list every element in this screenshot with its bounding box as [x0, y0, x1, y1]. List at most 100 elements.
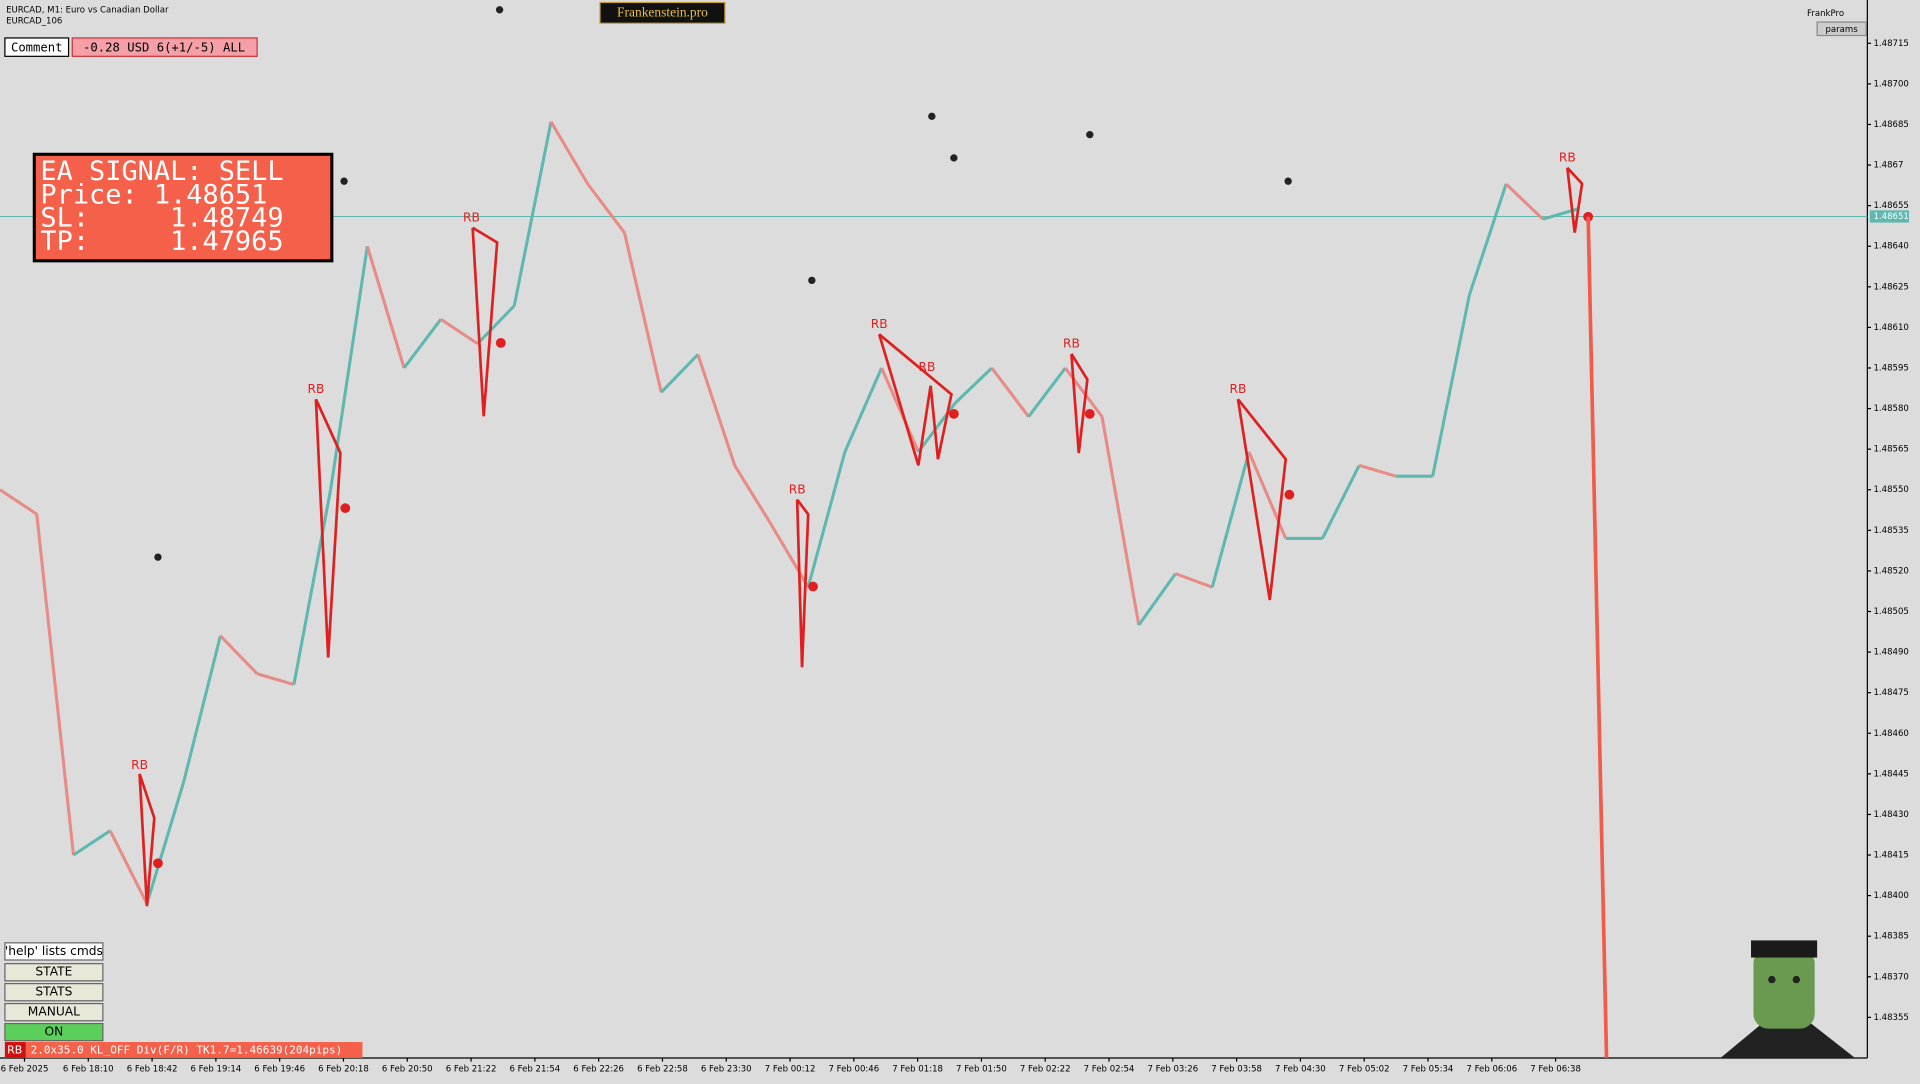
command-button-label[interactable]: STATS: [35, 985, 72, 999]
price-segment: [1467, 183, 1508, 296]
price-segment: [108, 829, 149, 905]
x-tick-label: 7 Feb 04:30: [1275, 1064, 1326, 1074]
command-button[interactable]: [4, 983, 104, 1002]
x-tick-label: 6 Feb 18:42: [127, 1064, 178, 1074]
y-tick-label: 1.48460: [1873, 729, 1908, 739]
exit-marker: [1084, 408, 1095, 419]
rb-patterns: [138, 166, 1584, 907]
price-segment: [1358, 463, 1397, 478]
status-text: 2.0x35.0 KL_OFF Div(F/R) TK1.7=1.46639(2…: [31, 1044, 343, 1057]
y-tick-label: 1.48535: [1873, 526, 1908, 536]
x-tick-label: 7 Feb 01:18: [892, 1064, 943, 1074]
signal-price: Price: 1.48651: [40, 179, 267, 210]
exit-marker: [1284, 489, 1295, 500]
account-label: EURCAD_106: [6, 16, 62, 26]
y-tick-label: 1.48685: [1873, 120, 1908, 130]
skull-icon: [928, 112, 936, 120]
command-button-label[interactable]: MANUAL: [28, 1005, 80, 1019]
x-tick-label: 7 Feb 05:02: [1339, 1064, 1390, 1074]
exit-marker: [340, 503, 351, 514]
button-stack: STATE STATS MANUAL ON: [4, 963, 104, 1042]
comment-label: Comment: [11, 40, 63, 54]
price-segment: [806, 451, 847, 588]
command-button[interactable]: [4, 1002, 104, 1022]
command-button-label[interactable]: STATE: [35, 965, 72, 979]
y-tick-label: 1.48550: [1873, 485, 1908, 495]
y-tick-label: 1.48415: [1873, 851, 1908, 861]
x-tick-label: 6 Feb 19:46: [254, 1064, 305, 1074]
price-segment: [72, 829, 112, 857]
status-tag: RB: [7, 1044, 22, 1057]
price-segment: [1321, 464, 1361, 540]
price-segment: [292, 489, 333, 685]
price-segment: [219, 634, 259, 675]
rb-label: RB: [789, 482, 806, 496]
y-tick-label: 1.48640: [1873, 242, 1908, 252]
params-label[interactable]: params: [1826, 25, 1859, 35]
x-tick-label: 7 Feb 01:50: [956, 1064, 1007, 1074]
avatar-eye: [1792, 975, 1800, 984]
skull-icon: [950, 154, 958, 162]
price-segment: [954, 366, 993, 405]
price-segment: [1174, 572, 1213, 589]
x-tick-label: 6 Feb 22:26: [573, 1064, 624, 1074]
x-tick-label: 6 Feb 23:30: [701, 1064, 752, 1074]
skull-icons: [154, 6, 1292, 561]
price-segment: [256, 672, 295, 687]
command-button-label[interactable]: ON: [44, 1025, 63, 1039]
price-segment: [182, 635, 222, 783]
signal-box: [32, 152, 334, 263]
price-segment: [660, 353, 700, 394]
x-tick-label: 7 Feb 00:46: [828, 1064, 879, 1074]
projection-line: [1586, 216, 1609, 1058]
y-tick-label: 1.48595: [1873, 363, 1908, 373]
rb-zigzag: [471, 226, 499, 417]
price-segment: [843, 367, 884, 453]
skull-icon: [1284, 177, 1292, 185]
rb-label: RB: [918, 360, 935, 374]
price-segment: [402, 318, 443, 369]
command-button[interactable]: [4, 1022, 104, 1042]
price-segment: [439, 318, 479, 345]
exit-marker: [808, 581, 818, 592]
rb-label: RB: [463, 210, 480, 224]
y-tick-label: 1.48610: [1873, 323, 1908, 333]
price-segment: [733, 464, 773, 526]
price-segment: [990, 367, 1030, 418]
y-tick-label: 1.48445: [1873, 769, 1908, 779]
x-tick-label: 7 Feb 06:38: [1530, 1064, 1581, 1074]
avatar-body: [1720, 1022, 1856, 1058]
x-tick-label: 7 Feb 03:58: [1211, 1064, 1262, 1074]
rb-zigzag: [138, 773, 156, 907]
y-tick-label: 1.48580: [1873, 404, 1908, 414]
avatar-face: [1753, 948, 1815, 1029]
x-tick-label: 7 Feb 02:54: [1084, 1064, 1135, 1074]
y-tick-label: 1.48355: [1873, 1013, 1908, 1023]
signal-sl: SL: 1.48749: [40, 203, 283, 234]
symbol-title: EURCAD, M1: Euro vs Canadian Dollar: [6, 5, 169, 15]
comment-value-box: [71, 37, 258, 57]
exit-marker: [495, 337, 506, 348]
y-tick-label: 1.48565: [1873, 445, 1908, 455]
help-box: [4, 942, 104, 961]
rb-zigzag: [314, 398, 342, 658]
y-tick-label: 1.48475: [1873, 688, 1908, 698]
command-button[interactable]: [4, 963, 104, 982]
brand: Frankenstein.pro: [617, 5, 708, 20]
x-tick-label: 7 Feb 05:34: [1403, 1064, 1454, 1074]
price-segment: [1137, 572, 1177, 626]
y-tick-label: 1.48490: [1873, 648, 1908, 658]
user-label: FrankPro: [1807, 9, 1844, 19]
y-tick-label: 1.48385: [1873, 932, 1908, 942]
price-segment: [696, 353, 737, 466]
price-segment: [770, 524, 810, 588]
x-tick-label: 7 Feb 02:22: [1020, 1064, 1071, 1074]
y-tick-label: 1.48430: [1873, 810, 1908, 820]
status-tag-box: [4, 1042, 26, 1058]
price-segment: [1431, 294, 1471, 477]
params-button[interactable]: [1816, 21, 1867, 37]
brand-box: [599, 1, 726, 24]
exit-marker: [153, 858, 163, 869]
x-tick-label: 6 Feb 20:18: [318, 1064, 369, 1074]
